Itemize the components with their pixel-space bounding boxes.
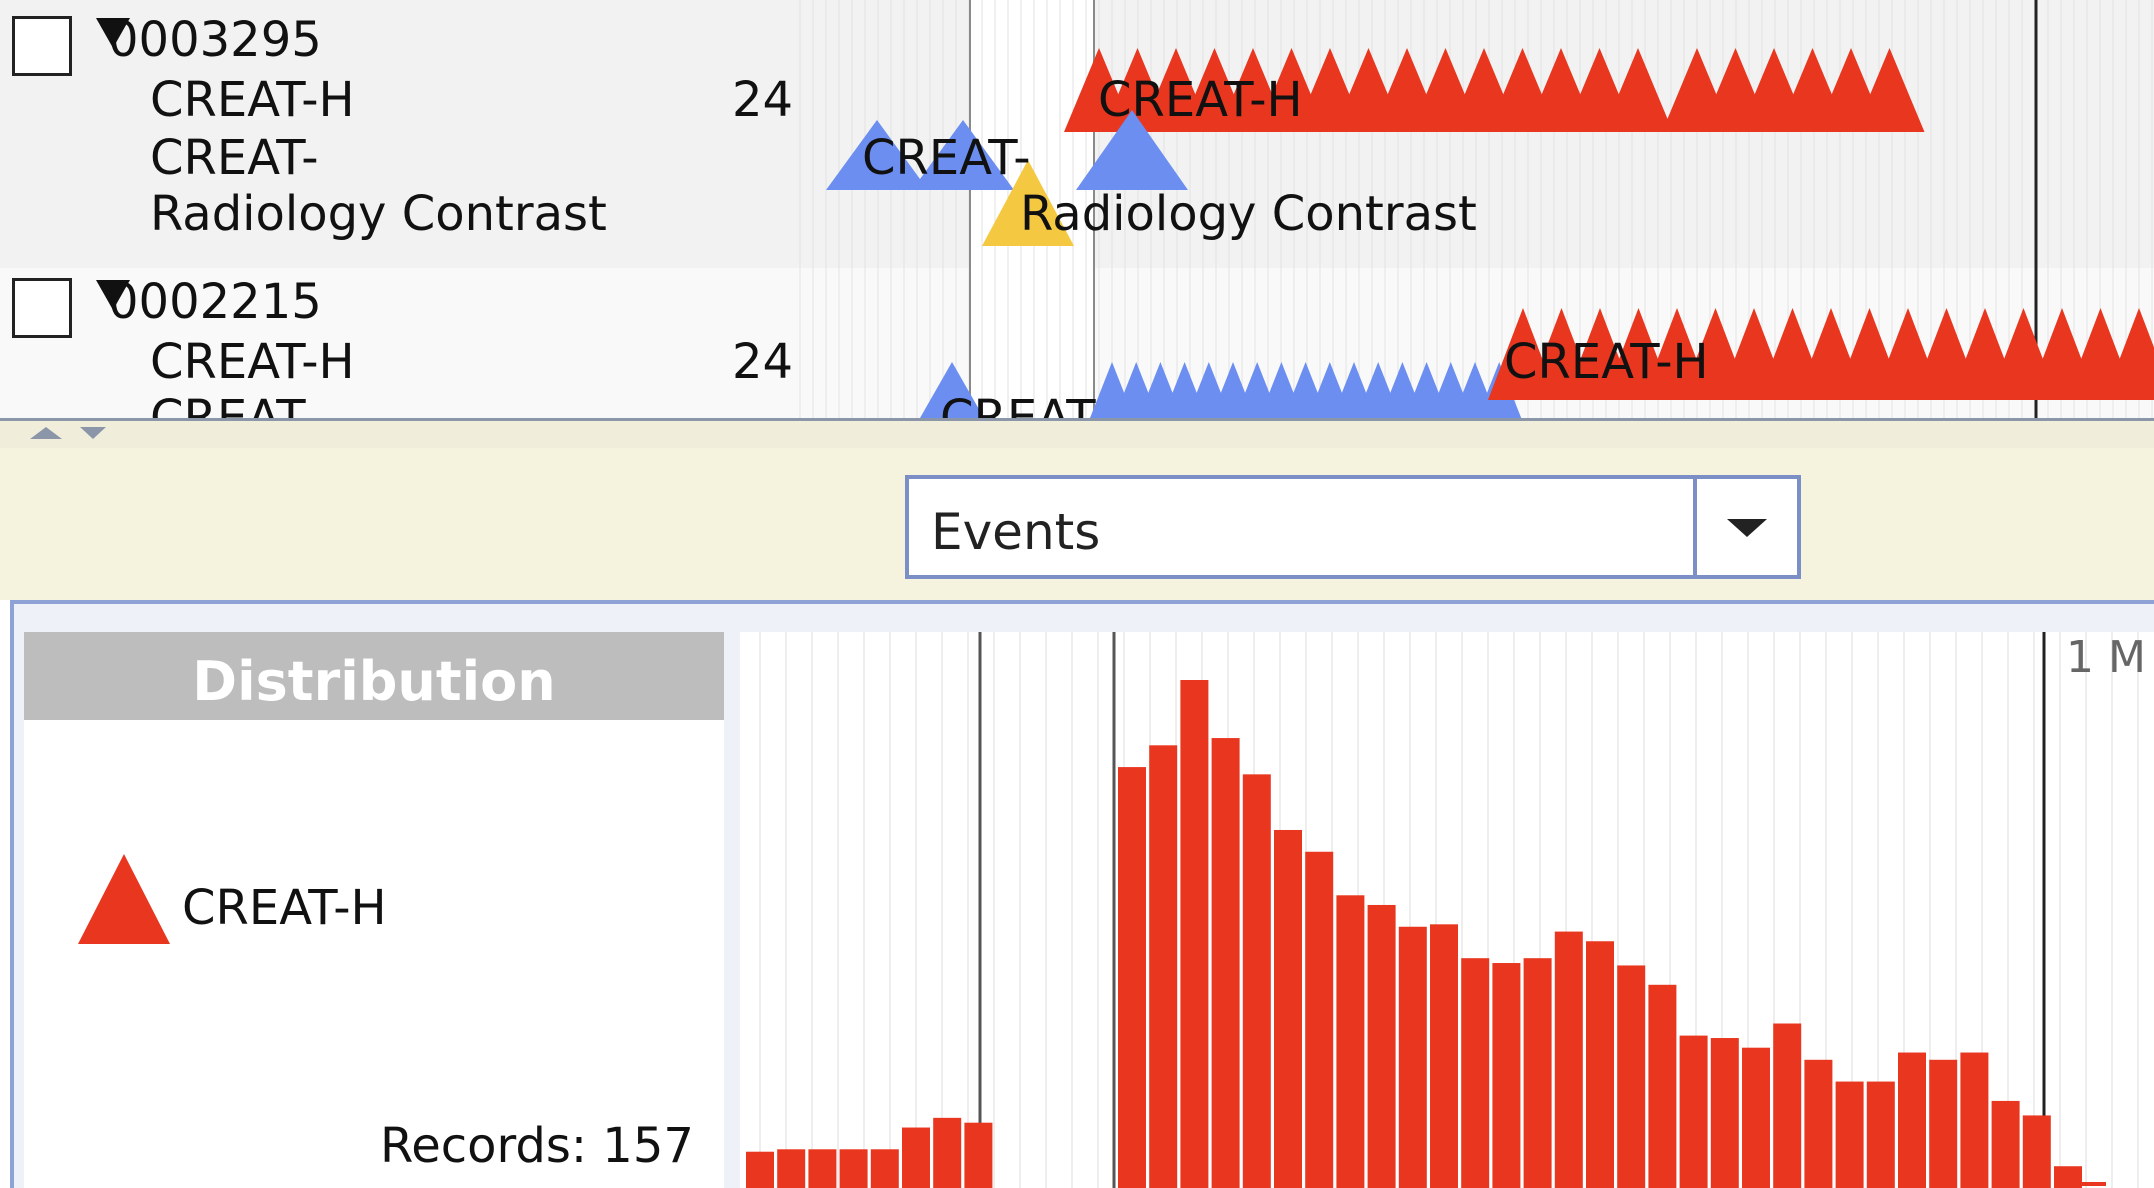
row-count: 24 (732, 72, 794, 128)
distribution-bar (1866, 1081, 1895, 1188)
distribution-bar (746, 1151, 774, 1188)
distribution-bar (1586, 941, 1614, 1188)
row-label: CREAT-H (150, 334, 355, 390)
distribution-bar (1211, 738, 1240, 1188)
distribution-bar (1149, 745, 1178, 1188)
creat-event-mark (1076, 110, 1188, 190)
distribution-bar (1336, 895, 1365, 1188)
distribution-bar (1710, 1038, 1739, 1188)
creat-event-mark (826, 120, 928, 190)
distribution-bar (1430, 924, 1458, 1188)
distribution-bar (1523, 958, 1552, 1188)
row-count: 24 (732, 334, 794, 390)
distribution-bar (1991, 1100, 2020, 1188)
distribution-bar (870, 1149, 899, 1188)
event-label: CREAT- (862, 130, 1031, 186)
distribution-title: Distribution (192, 650, 556, 713)
distribution-bar (1648, 984, 1677, 1188)
event-label: Radiology Contrast (1020, 186, 1477, 242)
distribution-bar (808, 1149, 837, 1188)
axis-scale-label: 1 M (2066, 632, 2146, 683)
distribution-bar (1180, 680, 1209, 1188)
distribution-bar (777, 1149, 806, 1188)
distribution-bar (2080, 1182, 2106, 1186)
distribution-bar (839, 1149, 868, 1188)
row-label: CREAT-H (150, 72, 355, 128)
collapse-triangle-icon[interactable] (96, 18, 130, 48)
legend-item-label[interactable]: CREAT-H (182, 880, 387, 936)
record-checkbox[interactable] (12, 16, 72, 76)
distribution-bar (1617, 965, 1646, 1188)
distribution-bar (1898, 1052, 1926, 1188)
radiology-contrast-event-mark (982, 160, 1074, 246)
creat-h-triangle-icon (78, 854, 170, 944)
distribution-bar (1742, 1047, 1770, 1188)
distribution-header: Distribution (24, 632, 724, 720)
timeline-canvas[interactable] (0, 0, 2154, 418)
record-id: 0002215 (108, 274, 322, 330)
chevron-down-icon (1727, 519, 1767, 537)
distribution-bar (1929, 1059, 1958, 1188)
distribution-bar (1835, 1081, 1864, 1188)
distribution-bar (933, 1117, 962, 1188)
view-select-dropdown[interactable]: Events (905, 475, 1801, 579)
distribution-bar (902, 1127, 930, 1188)
distribution-bar (1804, 1059, 1833, 1188)
distribution-bar (1305, 851, 1334, 1188)
distribution-bar (1367, 904, 1396, 1188)
distribution-bar (1773, 1023, 1802, 1188)
creat-h-event-mark (2104, 308, 2154, 400)
event-label: CREAT-H (1504, 334, 1709, 390)
row-label: CREAT- (150, 390, 319, 418)
distribution-bar (964, 1122, 993, 1188)
distribution-bar (1492, 963, 1521, 1188)
distribution-bar (1461, 958, 1490, 1188)
creat-event-mark (912, 120, 1014, 190)
creat-event-mark (920, 362, 984, 418)
distribution-bar (1242, 774, 1271, 1188)
event-label: CREAT- (940, 390, 1109, 418)
distribution-bar (1398, 926, 1427, 1188)
distribution-bar (2022, 1115, 2051, 1188)
distribution-bar (1554, 931, 1583, 1188)
scroll-arrows-icon[interactable] (20, 417, 140, 447)
view-select-value: Events (931, 503, 1101, 561)
distribution-bar (1679, 1035, 1708, 1188)
creat-h-event-mark (1854, 48, 1925, 132)
distribution-chart-svg[interactable] (740, 632, 2154, 1188)
event-label: CREAT-H (1098, 72, 1303, 128)
distribution-bar (1960, 1052, 1989, 1188)
distribution-bar (2054, 1166, 2082, 1188)
row-label: CREAT- (150, 130, 319, 186)
record-checkbox[interactable] (12, 278, 72, 338)
legend-panel: Distribution CREAT-H Records: 157 (24, 632, 724, 1188)
distribution-chart[interactable]: 1 M (740, 632, 2154, 1188)
collapse-triangle-icon[interactable] (96, 280, 130, 310)
timeline-pane[interactable]: 0003295 CREAT-H 24 CREAT- Radiology Cont… (0, 0, 2154, 418)
row-label: Radiology Contrast (150, 186, 607, 242)
dropdown-button[interactable] (1693, 479, 1797, 575)
pane-divider[interactable] (0, 418, 2154, 451)
creat-h-event-mark (1603, 48, 1673, 132)
records-count: Records: 157 (380, 1118, 694, 1174)
distribution-bar (1118, 767, 1146, 1188)
distribution-bar (1274, 829, 1302, 1188)
record-id: 0003295 (108, 12, 322, 68)
